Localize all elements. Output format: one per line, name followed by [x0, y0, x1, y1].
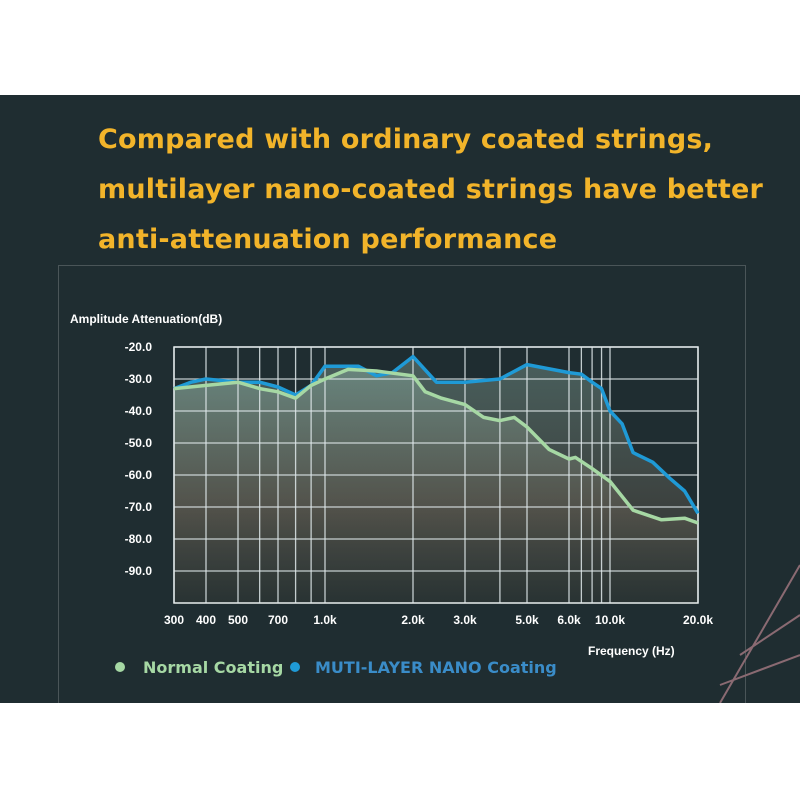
x-tick-label: 300 [164, 613, 184, 627]
x-tick-label: 20.0k [683, 613, 713, 627]
series-area-normal [174, 369, 698, 603]
headline-line-2: multilayer nano-coated strings have bett… [98, 174, 763, 205]
x-tick-label: 5.0k [515, 613, 539, 627]
series-line-nano [173, 354, 700, 515]
chart-frame [58, 265, 746, 703]
decorative-lines [719, 564, 800, 703]
legend: Normal Coating MUTI-LAYER NANO Coating [115, 658, 557, 677]
x-tick-label: 2.0k [401, 613, 425, 627]
x-tick-label: 400 [196, 613, 216, 627]
x-tick-label: 3.0k [453, 613, 477, 627]
y-tick-label: -90.0 [125, 564, 153, 578]
y-tick-label: -70.0 [125, 500, 153, 514]
attenuation-chart: Amplitude Attenuation(dB) Frequency (Hz)… [70, 312, 800, 703]
legend-marker-normal [115, 662, 125, 672]
x-tick-label: 500 [228, 613, 248, 627]
x-tick-label: 6.0k [557, 613, 581, 627]
headline-line-3: anti-attenuation performance [98, 224, 558, 255]
legend-label-nano: MUTI-LAYER NANO Coating [315, 658, 557, 677]
headline: Compared with ordinary coated strings, m… [98, 115, 763, 265]
x-tick-label: 700 [268, 613, 288, 627]
headline-line-1: Compared with ordinary coated strings, [98, 124, 714, 155]
infographic-panel: Compared with ordinary coated strings, m… [0, 95, 800, 703]
x-axis-label: Frequency (Hz) [588, 644, 675, 658]
y-tick-label: -60.0 [125, 468, 153, 482]
legend-marker-nano [290, 662, 300, 672]
y-axis-label: Amplitude Attenuation(dB) [70, 312, 222, 326]
y-tick-label: -80.0 [125, 532, 153, 546]
y-tick-label: -40.0 [125, 404, 153, 418]
x-tick-label: 10.0k [595, 613, 625, 627]
legend-label-normal: Normal Coating [143, 658, 283, 677]
y-tick-label: -30.0 [125, 372, 153, 386]
x-tick-label: 1.0k [313, 613, 337, 627]
y-tick-label: -20.0 [125, 340, 153, 354]
y-tick-label: -50.0 [125, 436, 153, 450]
